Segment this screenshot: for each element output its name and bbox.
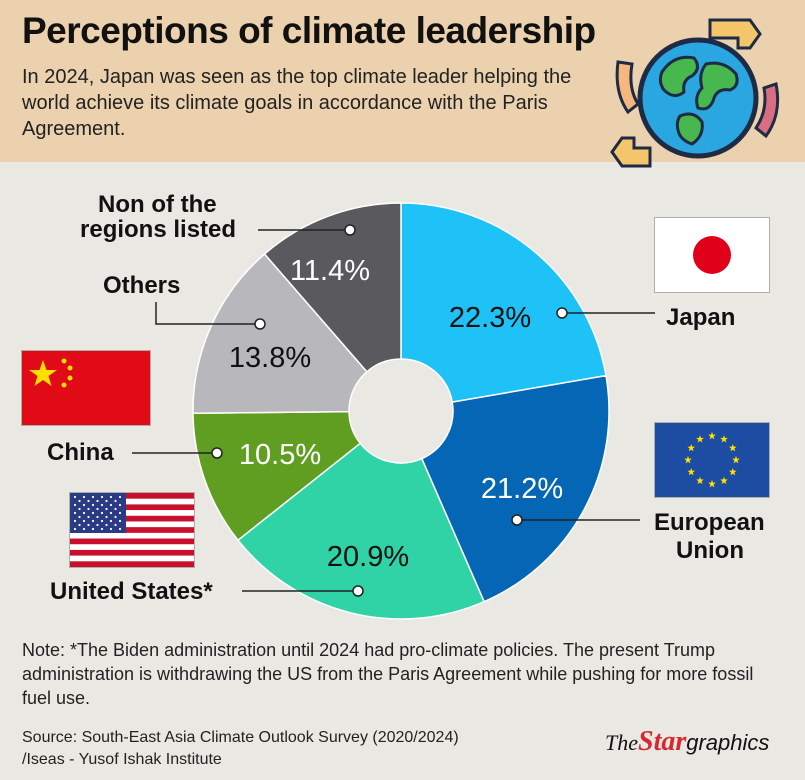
leader-dots bbox=[211, 224, 568, 597]
slice-china bbox=[192, 410, 362, 542]
category-label-china: China bbox=[47, 439, 114, 466]
leader-dot-japan bbox=[556, 307, 568, 319]
source-text: Source: South-East Asia Climate Outlook … bbox=[22, 729, 459, 768]
category-label-japan: Japan bbox=[666, 304, 735, 331]
value-label-japan: 22.3% bbox=[449, 302, 531, 334]
slice-eu bbox=[420, 374, 610, 603]
leader-dot-non bbox=[344, 224, 356, 236]
japan-flag-icon bbox=[655, 218, 769, 292]
value-label-us: 20.9% bbox=[327, 541, 409, 573]
category-label-eu-1: European bbox=[654, 509, 765, 536]
globe-recycle-icon bbox=[610, 18, 780, 168]
slice-non bbox=[263, 202, 402, 373]
us-flag-icon bbox=[70, 493, 194, 567]
leader-dot-china bbox=[211, 447, 223, 459]
category-label-non-2: regions listed bbox=[80, 216, 236, 243]
slice-japan bbox=[400, 202, 607, 404]
value-label-eu: 21.2% bbox=[481, 473, 563, 505]
donut-chart: 22.3% 21.2% 20.9% 10.5% 13.8% 11.4% Japa… bbox=[47, 191, 765, 620]
category-label-us: United States* bbox=[50, 578, 213, 605]
brand-logo: TheStargraphics bbox=[605, 726, 769, 758]
china-flag-icon bbox=[22, 351, 150, 425]
chart-subtitle: In 2024, Japan was seen as the top clima… bbox=[22, 66, 572, 140]
brand-the: The bbox=[605, 730, 638, 755]
donut-slices bbox=[192, 202, 610, 620]
value-label-others: 13.8% bbox=[229, 342, 311, 374]
category-label-non-1: Non of the bbox=[98, 191, 217, 218]
slice-others bbox=[192, 252, 368, 415]
footnote: Note: *The Biden administration until 20… bbox=[22, 640, 754, 708]
brand-star: Star bbox=[638, 726, 687, 757]
leader-dot-eu bbox=[511, 514, 523, 526]
value-label-non: 11.4% bbox=[290, 255, 370, 287]
leader-dot-us bbox=[352, 585, 364, 597]
chart-title: Perceptions of climate leadership bbox=[22, 10, 596, 51]
category-label-others: Others bbox=[103, 272, 180, 299]
leader-lines bbox=[132, 229, 655, 592]
leader-line-others bbox=[155, 302, 260, 325]
leader-dot-others bbox=[254, 318, 266, 330]
value-label-china: 10.5% bbox=[239, 439, 321, 471]
eu-flag-icon bbox=[655, 423, 769, 497]
slice-us bbox=[236, 442, 486, 620]
brand-graphics: graphics bbox=[686, 730, 770, 755]
category-label-eu-2: Union bbox=[676, 537, 744, 564]
